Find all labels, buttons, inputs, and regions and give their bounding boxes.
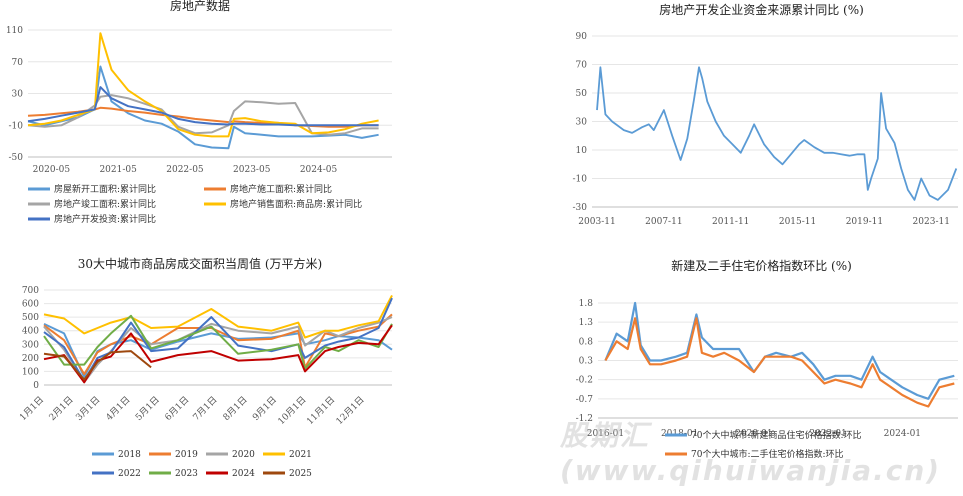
- x-tick-label: 4月1日: [104, 394, 133, 423]
- x-tick-label: 2015-11: [779, 217, 816, 227]
- series-line: [27, 32, 379, 138]
- x-tick-label: 1月1日: [18, 394, 47, 423]
- series-line: [43, 294, 393, 339]
- legend-label: 房地产竣工面积:累计同比: [54, 198, 156, 210]
- y-tick-label: -10: [9, 121, 24, 131]
- y-tick-label: 50: [576, 89, 588, 99]
- chart-svg: 房地产开发企业资金来源累计同比 (%) -30 -10 10 30 50 70 90 2003-…: [573, 2, 958, 227]
- x-tick-label: 5月1日: [133, 394, 162, 423]
- legend-label: 70个大中城市:二手住宅价格指数:环比: [691, 448, 844, 460]
- legend-label: 房屋新开工面积:累计同比: [54, 183, 156, 195]
- x-tick-label: 8月1日: [221, 394, 250, 423]
- chart-title: 房地产开发企业资金来源累计同比 (%): [659, 2, 864, 17]
- x-tick-label: 12月1日: [334, 394, 367, 427]
- legend-label: 70个大中城市:新建商品住宅价格指数:环比: [691, 429, 862, 441]
- x-tick-label: 6月1日: [163, 394, 192, 423]
- x-tick-label: 2020-01: [735, 429, 772, 439]
- series-line: [604, 317, 955, 408]
- legend-label: 2021: [289, 450, 312, 460]
- legend-label: 2024: [232, 469, 255, 479]
- legend-label: 2022: [118, 469, 141, 479]
- x-tick-label: 9月1日: [250, 394, 279, 423]
- chart-weekly-sales-area: 30大中城市商品房成交面积当周值 (万平方米) 0 100 200 300 400 500 6…: [0, 250, 400, 492]
- y-tick-label: 100: [22, 367, 39, 377]
- x-tick-label: 2019-11: [846, 217, 883, 227]
- chart-svg: 新建及二手住宅价格指数环比 (%) -1.2 -0.7 -0.2 0.3 0.8 1.3 1.…: [576, 258, 958, 460]
- y-tick-label: -1.2: [576, 414, 593, 424]
- y-tick-label: 300: [22, 340, 39, 350]
- x-tick-label: 10月1日: [276, 394, 309, 427]
- x-tick-label: 2024-05: [300, 165, 338, 175]
- y-tick-label: 0.3: [579, 357, 594, 367]
- y-tick-label: 0: [33, 381, 39, 391]
- y-tick-label: 70: [576, 61, 588, 71]
- x-tick-label: 2007-11: [645, 217, 682, 227]
- series-line: [604, 301, 955, 400]
- chart-funding-sources: 房地产开发企业资金来源累计同比 (%) -30 -10 10 30 50 70 90 2003-…: [560, 0, 963, 240]
- x-tick-label: 7月1日: [191, 394, 220, 423]
- x-tick-label: 2022-05: [166, 165, 204, 175]
- series-line: [43, 316, 393, 384]
- legend-label: 2025: [289, 469, 312, 479]
- watermark: 股期汇 (www.qihuiwanjia.cn): [560, 419, 942, 487]
- legend-label: 房地产销售面积:商品房:累计同比: [230, 198, 362, 210]
- series-line: [27, 86, 379, 127]
- y-tick-label: 1.3: [579, 318, 594, 328]
- chart-title: 30大中城市商品房成交面积当周值 (万平方米): [78, 256, 322, 271]
- y-tick-label: 500: [22, 313, 39, 323]
- y-tick-label: 110: [6, 26, 23, 36]
- series-line: [43, 297, 393, 382]
- y-tick-label: -0.2: [576, 376, 593, 386]
- x-tick-label: 2016-01: [587, 429, 624, 439]
- y-tick-label: 600: [22, 300, 39, 310]
- y-tick-label: -50: [9, 153, 24, 163]
- y-tick-label: -30: [573, 203, 588, 213]
- y-tick-label: 1.8: [579, 299, 594, 309]
- legend-label: 2023: [175, 469, 198, 479]
- x-tick-label: 2023-05: [233, 165, 271, 175]
- chart-title: 房地产数据: [170, 0, 230, 13]
- chart-real-estate-data: 房地产数据 -50 -10 30 70 110 2020-05 2021-05 2022-05 2…: [0, 0, 400, 240]
- legend-label: 2019: [175, 450, 198, 460]
- x-tick-label: 2022-01: [809, 429, 846, 439]
- y-tick-label: 400: [22, 327, 39, 337]
- y-tick-label: -10: [573, 175, 588, 185]
- legend-label: 2020: [232, 450, 255, 460]
- chart-svg: 30大中城市商品房成交面积当周值 (万平方米) 0 100 200 300 400 500 6…: [18, 256, 393, 479]
- y-tick-label: -0.7: [576, 395, 594, 405]
- x-tick-label: 2003-11: [578, 217, 615, 227]
- x-tick-label: 11月1日: [305, 394, 338, 427]
- y-tick-label: 30: [12, 90, 24, 100]
- chart-svg: 房地产数据 -50 -10 30 70 110 2020-05 2021-05 2022-05 2…: [6, 0, 392, 225]
- series-line: [43, 350, 152, 381]
- chart-title: 新建及二手住宅价格指数环比 (%): [671, 258, 852, 273]
- legend-label: 2018: [118, 450, 141, 460]
- y-tick-label: 0.8: [579, 337, 594, 347]
- y-tick-label: 90: [576, 32, 588, 42]
- x-tick-label: 2024-01: [884, 429, 921, 439]
- x-tick-label: 2月1日: [47, 394, 76, 423]
- x-tick-label: 2020-05: [33, 165, 71, 175]
- legend-label: 房地产开发投资:累计同比: [54, 213, 156, 225]
- series-line: [43, 314, 393, 370]
- x-tick-label: 2021-05: [99, 165, 137, 175]
- x-tick-label: 2011-11: [712, 217, 749, 227]
- series-line: [27, 106, 379, 128]
- series-line: [596, 66, 958, 201]
- y-tick-label: 700: [22, 286, 39, 296]
- y-tick-label: 10: [576, 146, 588, 156]
- x-tick-label: 3月1日: [74, 394, 103, 423]
- y-tick-label: 30: [576, 118, 588, 128]
- legend-label: 房地产施工面积:累计同比: [230, 183, 332, 195]
- y-tick-label: 70: [12, 58, 24, 68]
- chart-housing-price-index: 新建及二手住宅价格指数环比 (%) -1.2 -0.7 -0.2 0.3 0.8 1.3 1.…: [560, 250, 963, 492]
- y-tick-label: 200: [22, 354, 39, 364]
- x-tick-label: 2023-11: [913, 217, 950, 227]
